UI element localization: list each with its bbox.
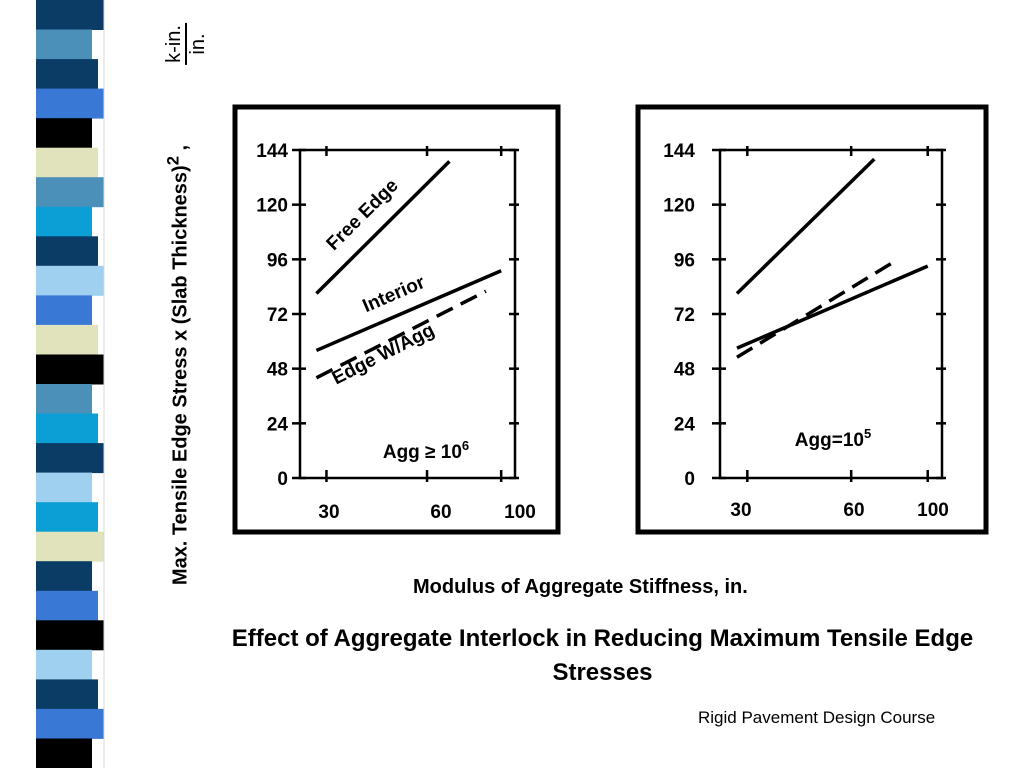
x-tick-label: 30 xyxy=(318,502,339,523)
stripe-1 xyxy=(36,29,92,60)
stripe-4 xyxy=(36,118,92,149)
stripe-16 xyxy=(36,472,92,503)
stripe-20 xyxy=(36,590,98,621)
agg-annotation: Agg=105 xyxy=(795,426,871,451)
stripe-21 xyxy=(36,620,104,651)
agg-annotation-sup: 6 xyxy=(462,438,469,453)
agg-annotation-sup: 5 xyxy=(864,426,871,441)
stripe-0 xyxy=(36,0,104,30)
x-tick-label: 100 xyxy=(504,502,536,523)
stripe-11 xyxy=(36,324,98,355)
y-tick-label: 24 xyxy=(674,414,696,435)
y-tick-label: 0 xyxy=(277,469,288,490)
y-tick-label: 96 xyxy=(674,250,695,271)
stripe-6 xyxy=(36,177,104,208)
series-line-1 xyxy=(735,157,876,295)
y-tick-label: 72 xyxy=(674,305,695,326)
stripe-2 xyxy=(36,59,98,90)
stripe-left-margin xyxy=(0,0,36,768)
y-tick-label: 48 xyxy=(267,360,288,381)
y-tick-label: 24 xyxy=(267,414,289,435)
stripe-22 xyxy=(36,649,92,680)
series-line-1 xyxy=(315,160,451,295)
stripe-9 xyxy=(36,265,104,296)
stripe-14 xyxy=(36,413,98,444)
stripe-8 xyxy=(36,236,98,267)
stripe-18 xyxy=(36,531,104,562)
series-line-3 xyxy=(315,289,487,380)
stripe-10 xyxy=(36,295,92,326)
panel-frame xyxy=(232,104,561,535)
decorative-stripe-bar xyxy=(0,0,105,768)
stripe-12 xyxy=(36,354,104,385)
y-tick-label: 72 xyxy=(267,305,288,326)
x-axis-label: Modulus of Aggregate Stiffness, in. xyxy=(413,576,748,598)
agg-annotation: Agg ≥ 106 xyxy=(383,438,469,463)
stripe-5 xyxy=(36,147,98,178)
x-tick-label: 100 xyxy=(917,500,949,521)
y-tick-label: 144 xyxy=(256,141,288,162)
stripe-24 xyxy=(36,708,104,739)
x-tick-label: 30 xyxy=(730,500,751,521)
series-line-2 xyxy=(736,264,929,350)
stripe-19 xyxy=(36,561,92,592)
y-tick-label: 0 xyxy=(684,469,695,490)
slide-title: Effect of Aggregate Interlock in Reducin… xyxy=(231,625,974,686)
y-tick-label: 48 xyxy=(674,360,695,381)
stripe-3 xyxy=(36,88,104,119)
y-tick-label: 144 xyxy=(663,141,695,162)
x-tick-label: 60 xyxy=(430,502,451,523)
series-line-2 xyxy=(315,269,502,353)
chart-panel-2: 0 24 48 72 96 120 144 30 60 100 Agg=105 xyxy=(635,104,989,535)
stripe-7 xyxy=(36,206,92,237)
y-tick-label: 120 xyxy=(663,196,695,217)
stripe-25 xyxy=(36,738,92,768)
panel-frame xyxy=(635,104,989,535)
series-line-3 xyxy=(736,260,896,359)
stripe-13 xyxy=(36,384,92,414)
y-tick-label: 96 xyxy=(267,250,288,271)
stripe-23 xyxy=(36,679,98,710)
stripe-15 xyxy=(36,443,104,474)
footer-text: Rigid Pavement Design Course xyxy=(698,708,936,727)
y-tick-label: 120 xyxy=(256,196,288,217)
x-tick-label: 60 xyxy=(843,500,864,521)
stripe-17 xyxy=(36,502,98,533)
